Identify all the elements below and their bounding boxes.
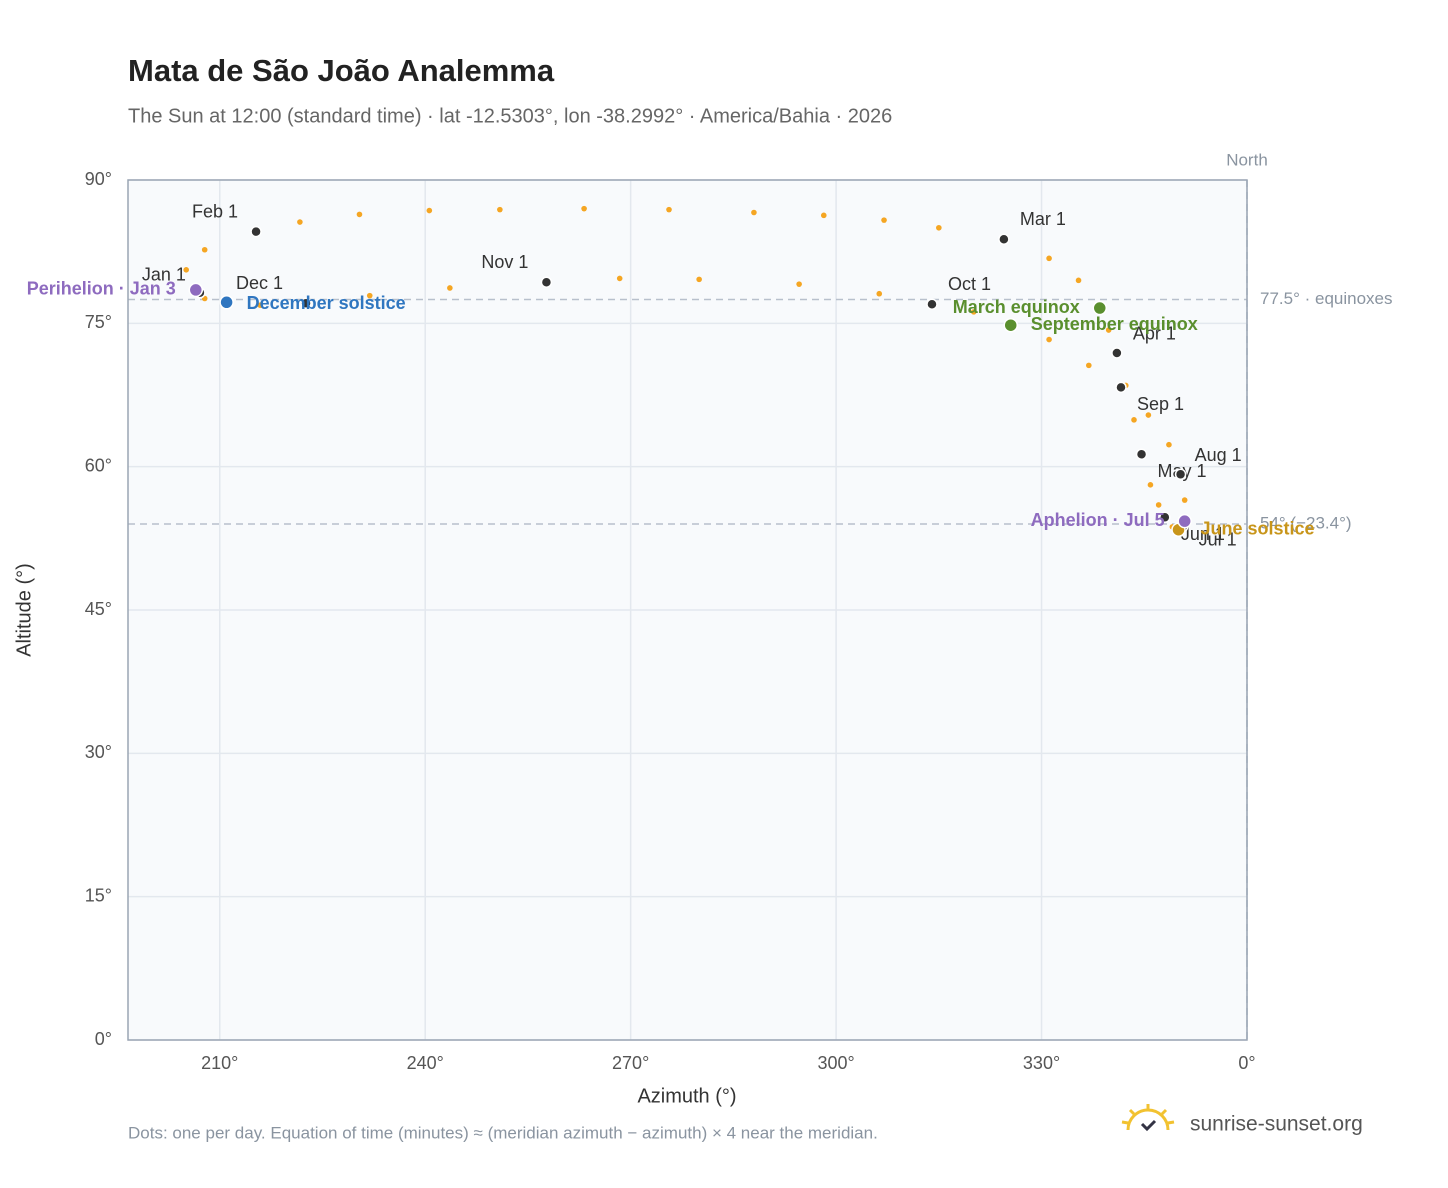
month-marker: [998, 233, 1010, 245]
y-tick-label: 90°: [85, 169, 112, 189]
day-dot: [1046, 255, 1052, 262]
month-marker: [540, 276, 553, 288]
day-dot: [1147, 482, 1154, 488]
day-dot: [581, 205, 587, 212]
chart-title: Mata de São João Analemma: [128, 53, 555, 88]
reference-label: 77.5° · equinoxes: [1260, 289, 1393, 308]
month-marker: [250, 225, 262, 238]
day-dot: [616, 275, 623, 282]
x-tick-label: 0°: [1238, 1053, 1255, 1073]
y-axis-label: Altitude (°): [13, 563, 35, 657]
event-marker: [188, 282, 204, 298]
month-label: Aug 1: [1195, 445, 1242, 465]
month-label: Jun 1: [1181, 524, 1225, 544]
brand: sunrise-sunset.org: [1190, 1113, 1363, 1136]
day-dot: [1105, 327, 1112, 333]
footnote: Dots: one per day. Equation of time (min…: [128, 1123, 878, 1142]
x-tick-label: 270°: [612, 1053, 649, 1073]
month-label: Jul 1: [1199, 530, 1237, 550]
reference-label: 54° (−23.4°): [1260, 513, 1352, 532]
month-label: Dec 1: [236, 273, 283, 293]
day-dot: [1145, 412, 1152, 418]
month-marker: [1174, 468, 1187, 481]
day-dot: [297, 219, 303, 225]
month-marker: [1111, 347, 1123, 359]
day-dot: [1086, 362, 1092, 369]
day-dot: [696, 276, 702, 283]
day-dot: [356, 211, 363, 218]
month-label: Apr 1: [1133, 324, 1176, 344]
chart-subtitle: The Sun at 12:00 (standard time) · lat -…: [128, 105, 892, 127]
y-tick-label: 30°: [85, 742, 112, 762]
x-tick-label: 330°: [1023, 1053, 1060, 1073]
event-label: December solstice: [247, 293, 406, 313]
day-dot: [1131, 417, 1137, 423]
day-dot: [881, 217, 887, 223]
month-marker: [926, 298, 938, 310]
x-tick-label: 210°: [201, 1053, 238, 1073]
day-dot: [751, 209, 757, 216]
event-label: Perihelion · Jan 3: [27, 279, 176, 299]
month-marker: [1135, 448, 1148, 460]
event-label: June solstice: [1201, 518, 1315, 538]
event-label: September equinox: [1031, 314, 1198, 334]
day-dot: [257, 302, 263, 308]
event-marker: [1003, 317, 1018, 333]
day-dot: [820, 212, 827, 219]
north-label: North: [1226, 150, 1268, 169]
day-dot: [1181, 497, 1188, 503]
day-dot: [201, 246, 208, 253]
day-dot: [447, 285, 453, 291]
day-dot: [666, 206, 672, 213]
x-axis-label: Azimuth (°): [637, 1085, 736, 1107]
day-dot: [426, 207, 433, 214]
day-dot: [936, 224, 942, 231]
month-marker: [1159, 511, 1171, 524]
y-tick-label: 45°: [85, 599, 112, 619]
event-marker: [1092, 300, 1108, 316]
day-dot: [970, 309, 977, 315]
month-label: Oct 1: [948, 274, 991, 294]
month-label: Nov 1: [481, 252, 528, 272]
y-tick-label: 15°: [85, 885, 112, 905]
month-label: Jan 1: [142, 265, 186, 285]
x-tick-label: 300°: [817, 1053, 854, 1073]
brand-logo: [1121, 1104, 1175, 1132]
day-dot: [183, 267, 190, 273]
y-tick-label: 60°: [85, 455, 112, 475]
month-label: Sep 1: [1137, 394, 1184, 414]
day-dot: [1075, 277, 1082, 284]
day-dot: [366, 292, 373, 299]
day-dot: [876, 290, 883, 297]
day-dot: [1046, 336, 1052, 343]
day-dot: [1155, 502, 1162, 508]
month-label: Feb 1: [192, 201, 238, 221]
day-dot: [497, 206, 503, 213]
day-dot: [1166, 441, 1172, 448]
y-tick-label: 0°: [95, 1029, 112, 1049]
event-marker: [219, 295, 234, 310]
event-label: March equinox: [953, 297, 1080, 317]
day-dot: [796, 281, 802, 287]
y-tick-label: 75°: [85, 312, 112, 332]
event-label: Aphelion · Jul 5: [1031, 510, 1165, 530]
x-tick-label: 240°: [407, 1053, 444, 1073]
month-marker: [1115, 381, 1127, 394]
month-label: Mar 1: [1020, 209, 1066, 229]
plot-border: [127, 179, 1248, 1041]
month-marker: [300, 297, 312, 310]
event-marker: [1177, 513, 1192, 529]
